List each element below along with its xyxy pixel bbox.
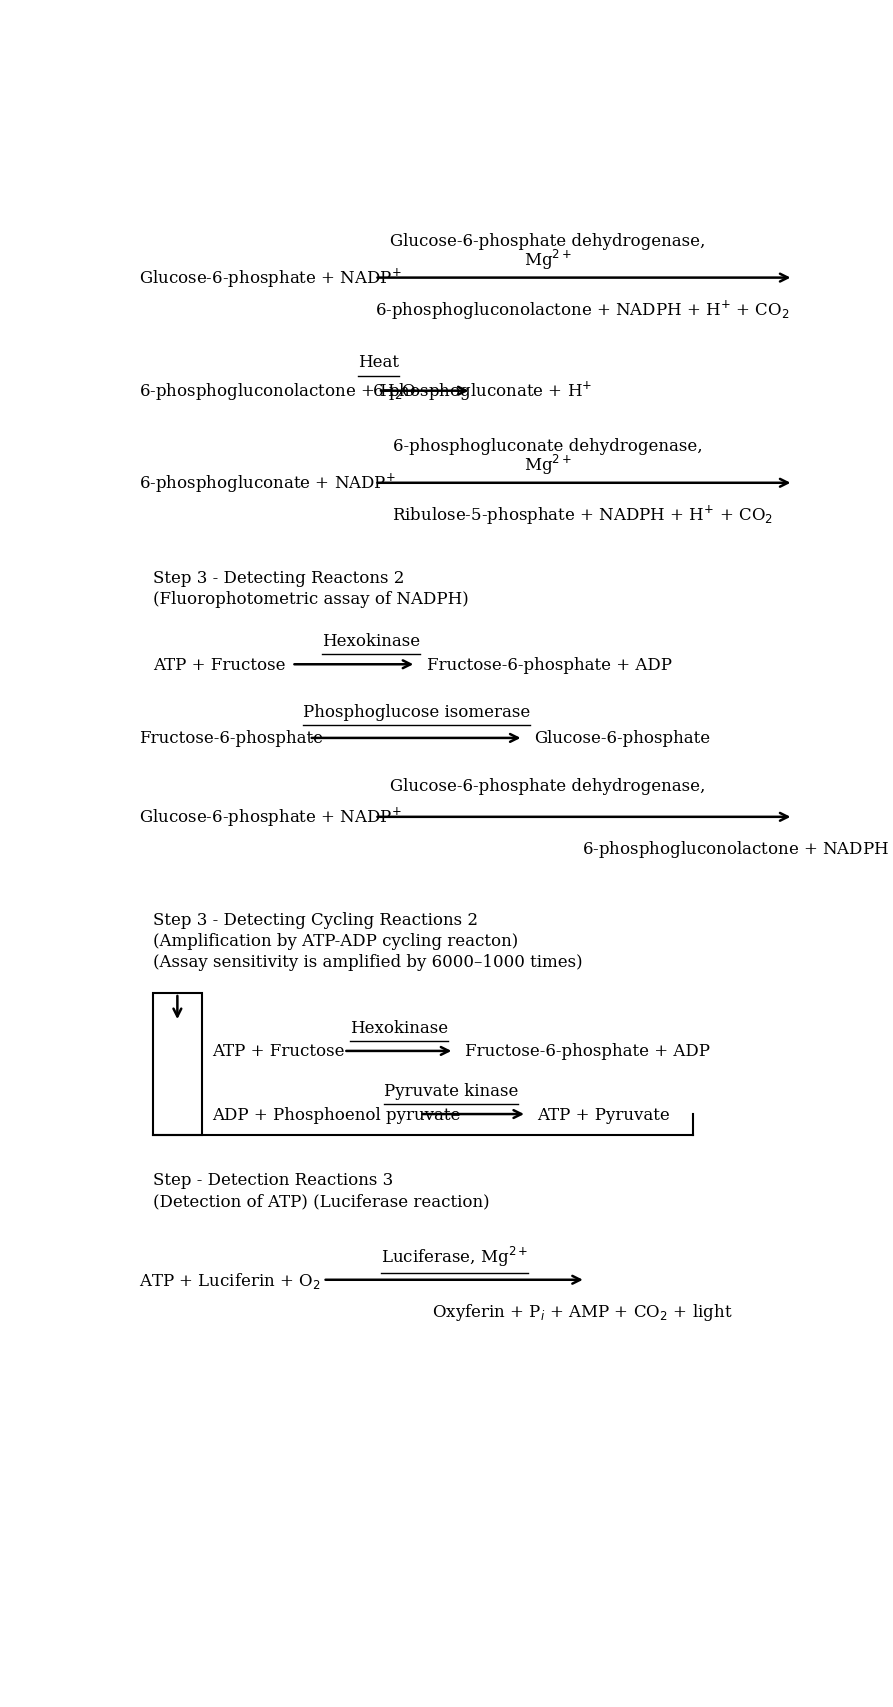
Bar [154, 993, 202, 1135]
Text: (Assay sensitivity is amplified by 6000–1000 times): (Assay sensitivity is amplified by 6000–… [154, 954, 583, 970]
Text: Hexokinase: Hexokinase [322, 633, 421, 650]
Text: Step 3 - Detecting Reactons 2: Step 3 - Detecting Reactons 2 [154, 570, 405, 587]
Text: 6-phosphogluconolactone + NADPH + H$^{+}$: 6-phosphogluconolactone + NADPH + H$^{+}… [582, 836, 893, 860]
Text: Fructose-6-phosphate + ADP: Fructose-6-phosphate + ADP [464, 1043, 710, 1060]
Text: ATP + Luciferin + O$_2$: ATP + Luciferin + O$_2$ [139, 1270, 321, 1290]
Text: 6-phosphogluconate + H$^{+}$: 6-phosphogluconate + H$^{+}$ [371, 381, 592, 403]
Text: 6-phosphogluconate + NADP$^{+}$: 6-phosphogluconate + NADP$^{+}$ [139, 471, 396, 495]
Text: (Detection of ATP) (Luciferase reaction): (Detection of ATP) (Luciferase reaction) [154, 1193, 489, 1210]
Text: Glucose-6-phosphate + NADP$^{+}$: Glucose-6-phosphate + NADP$^{+}$ [139, 266, 402, 290]
Text: Step 3 - Detecting Cycling Reactions 2: Step 3 - Detecting Cycling Reactions 2 [154, 912, 478, 929]
Text: Glucose-6-phosphate dehydrogenase,: Glucose-6-phosphate dehydrogenase, [390, 777, 705, 794]
Text: Phosphoglucose isomerase: Phosphoglucose isomerase [303, 703, 530, 720]
Text: 6-phosphogluconolactone + H$_2$O: 6-phosphogluconolactone + H$_2$O [139, 381, 417, 401]
Text: Ribulose-5-phosphate + NADPH + H$^{+}$ + CO$_2$: Ribulose-5-phosphate + NADPH + H$^{+}$ +… [392, 504, 772, 527]
Text: Glucose-6-phosphate: Glucose-6-phosphate [534, 731, 710, 748]
Text: Luciferase, Mg$^{2+}$: Luciferase, Mg$^{2+}$ [380, 1244, 528, 1268]
Text: (Fluorophotometric assay of NADPH): (Fluorophotometric assay of NADPH) [154, 591, 469, 608]
Text: ATP + Pyruvate: ATP + Pyruvate [538, 1106, 670, 1123]
Text: Glucose-6-phosphate dehydrogenase,: Glucose-6-phosphate dehydrogenase, [390, 234, 705, 251]
Text: Step - Detection Reactions 3: Step - Detection Reactions 3 [154, 1171, 394, 1188]
Text: ATP + Fructose: ATP + Fructose [212, 1043, 345, 1060]
Text: (Amplification by ATP-ADP cycling reacton): (Amplification by ATP-ADP cycling reacto… [154, 932, 519, 949]
Text: Mg$^{2+}$: Mg$^{2+}$ [523, 452, 572, 478]
Text: ATP + Fructose: ATP + Fructose [154, 657, 286, 673]
Text: Pyruvate kinase: Pyruvate kinase [384, 1082, 518, 1099]
Text: Oxyferin + P$_i$ + AMP + CO$_2$ + light: Oxyferin + P$_i$ + AMP + CO$_2$ + light [432, 1301, 732, 1321]
Text: Mg$^{2+}$: Mg$^{2+}$ [523, 248, 572, 271]
Text: Heat: Heat [357, 353, 398, 370]
Text: Fructose-6-phosphate + ADP: Fructose-6-phosphate + ADP [427, 657, 672, 673]
Text: Glucose-6-phosphate + NADP$^{+}$: Glucose-6-phosphate + NADP$^{+}$ [139, 806, 402, 830]
Text: 6-phosphogluconate dehydrogenase,: 6-phosphogluconate dehydrogenase, [393, 439, 703, 456]
Text: ADP + Phosphoenol pyruvate: ADP + Phosphoenol pyruvate [212, 1106, 461, 1123]
Text: 6-phosphogluconolactone + NADPH + H$^{+}$ + CO$_2$: 6-phosphogluconolactone + NADPH + H$^{+}… [375, 299, 789, 321]
Text: Hexokinase: Hexokinase [350, 1019, 448, 1036]
Text: Fructose-6-phosphate: Fructose-6-phosphate [139, 731, 323, 748]
